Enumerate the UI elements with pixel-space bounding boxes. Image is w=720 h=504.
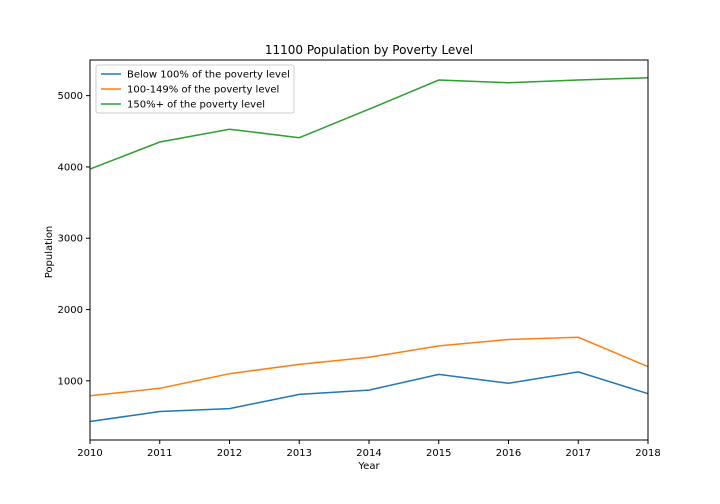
legend-label: Below 100% of the poverty level [127, 70, 290, 81]
x-tick-label: 2011 [147, 448, 172, 459]
y-tick-label: 4000 [58, 162, 83, 173]
x-axis: 2010 2011 2012 2013 2014 2015 2016 2017 2018 [77, 440, 661, 459]
x-tick-label: 2014 [356, 448, 381, 459]
y-axis: 1000 2000 3000 4000 5000 [58, 91, 90, 387]
x-tick-label: 2018 [635, 448, 660, 459]
series-line-2 [89, 77, 649, 170]
legend-box [95, 64, 295, 114]
series-lines [89, 77, 649, 423]
series-line-1 [89, 336, 649, 397]
x-tick-label: 2010 [77, 448, 102, 459]
x-tick-label: 2017 [566, 448, 591, 459]
x-tick-label: 2013 [287, 448, 312, 459]
x-tick-label: 2012 [217, 448, 242, 459]
legend-label: 150%+ of the poverty level [127, 100, 265, 111]
y-tick-label: 3000 [58, 234, 83, 245]
plot-frame [89, 59, 649, 441]
y-tick-label: 2000 [58, 305, 83, 316]
y-tick-label: 1000 [58, 376, 83, 387]
x-tick-label: 2015 [426, 448, 451, 459]
x-tick-label: 2016 [496, 448, 521, 459]
chart-title: 11100 Population by Poverty Level [265, 43, 473, 57]
legend: Below 100% of the poverty level 100-149% … [95, 64, 295, 114]
x-axis-label: Year [357, 461, 380, 472]
y-axis-label: Population [44, 226, 55, 279]
y-tick-label: 5000 [58, 91, 83, 102]
legend-label: 100-149% of the poverty level [127, 85, 279, 96]
series-line-0 [89, 371, 649, 423]
